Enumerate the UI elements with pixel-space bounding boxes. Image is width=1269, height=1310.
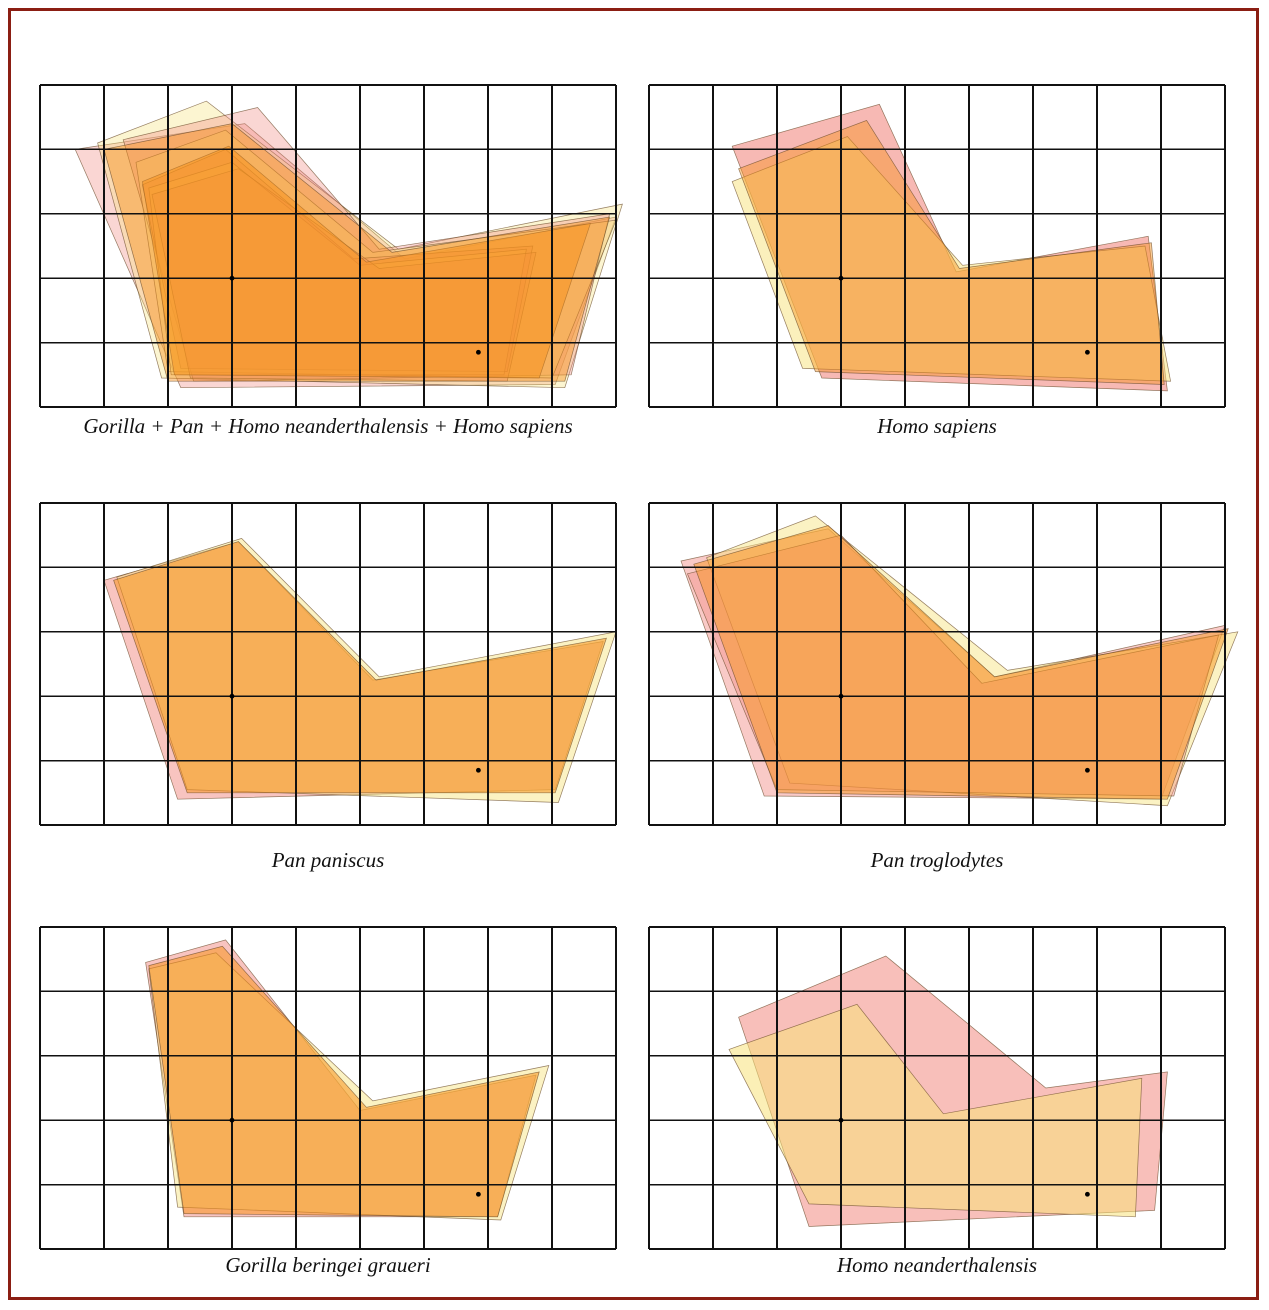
landmark-dot [838,275,844,281]
outline-group [145,939,550,1221]
outline-group [731,103,1172,392]
grid [648,926,1226,1250]
panel-pan-paniscus: Pan paniscus [39,502,617,883]
landmark-dot [476,1191,481,1197]
grid [39,84,617,408]
panel-pan-troglodytes-plot [648,502,1239,826]
panel-homo-sapiens: Homo sapiens [648,84,1226,445]
panel-gorilla-beringei-graueri: Gorilla beringei graueri [39,926,617,1287]
outline-group [728,955,1168,1227]
outline-group [74,100,623,389]
panel-caption: Homo neanderthalensis [836,1253,1038,1277]
landmark-dot [476,767,481,773]
panel-gorilla-beringei-graueri-plot [39,926,617,1250]
grid [648,84,1226,408]
skull-outline-orange [142,145,591,379]
panel-pan-troglodytes: Pan troglodytes [648,502,1239,883]
panel-caption: Pan paniscus [271,848,385,872]
panel-combined-plot [39,84,623,408]
landmark-dot [229,1117,235,1123]
landmark-dot [1085,1191,1090,1197]
outline-group [680,515,1239,807]
skull-outline-orange [693,525,1229,800]
grid [39,926,617,1250]
panel-caption: Gorilla + Pan + Homo neanderthalensis + … [83,414,573,438]
skull-outline-yellow [728,1003,1143,1218]
landmark-dot [838,1117,844,1123]
grid [39,502,617,826]
skull-outline-orange [148,945,540,1218]
panel-combined: Gorilla + Pan + Homo neanderthalensis + … [39,84,623,445]
panel-homo-neanderthalensis-plot [648,926,1226,1250]
grid [648,502,1226,826]
panel-homo-sapiens-plot [648,84,1226,408]
landmark-dot [229,693,235,699]
panel-pan-paniscus-plot [39,502,617,826]
panel-caption: Pan troglodytes [870,848,1004,872]
landmark-dot [1085,349,1090,355]
landmark-dot [476,349,481,355]
panel-caption: Gorilla beringei graueri [225,1253,431,1277]
panel-caption: Homo sapiens [877,414,997,438]
landmark-dot [1085,767,1090,773]
skull-outline-orange [738,119,1165,385]
landmark-dot [229,275,235,281]
panel-homo-neanderthalensis: Homo neanderthalensis [648,926,1226,1287]
landmark-dot [838,693,844,699]
